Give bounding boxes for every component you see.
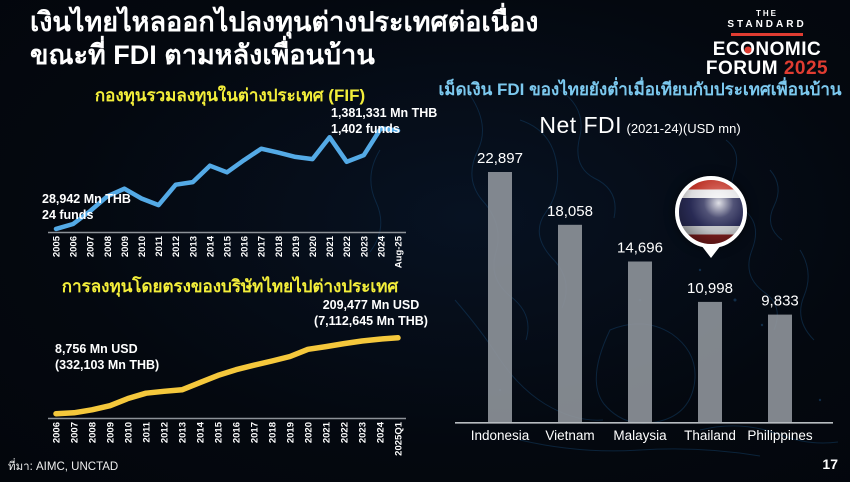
- outward-di-tick-label: 2020: [304, 422, 315, 443]
- outward-di-series-line: [53, 335, 401, 417]
- outward-di-tick-label: 2017: [250, 422, 261, 443]
- outward-di-line-chart-svg: 2006 2007 2008 2009 2010 2011 2012 2013 2014 2015…: [48, 335, 406, 456]
- outward-di-chart-title: การลงทุนโดยตรงของบริษัทไทยไปต่างประเทศ: [61, 277, 399, 296]
- fif-tick-label: 2007: [86, 236, 97, 257]
- fif-tick-label: 2013: [188, 236, 199, 257]
- bar-category-label: Vietnam: [545, 428, 594, 443]
- bar-vietnam: [558, 224, 582, 422]
- outward-di-tick-label: 2014: [196, 421, 207, 443]
- slide-title-line1: เงินไทยไหลออกไปลงทุนต่างประเทศต่อเนื่อง: [30, 7, 539, 37]
- outward-di-tick-label: 2022: [340, 422, 351, 443]
- outward-di-tick-label: 2016: [232, 422, 243, 443]
- bar-indonesia: [488, 172, 512, 422]
- logo-forum-year: FORUM 2025: [705, 58, 829, 79]
- fif-tick-label: 2021: [325, 235, 336, 257]
- outward-di-tick-label: 2010: [124, 422, 135, 443]
- bar-value-label: 10,998: [687, 280, 733, 297]
- outward-di-tick-label: 2019: [286, 422, 297, 443]
- fif-series-line: [53, 126, 401, 232]
- bar-malaysia: [628, 261, 652, 422]
- fif-chart-title: กองทุนรวมลงทุนในต่างประเทศ (FIF): [94, 86, 366, 105]
- logo-red-rule: [731, 33, 803, 36]
- fif-tick-label: 2008: [103, 236, 114, 257]
- logo-economic: ECONOMIC: [712, 39, 822, 60]
- bar-value-label: 18,058: [547, 203, 593, 220]
- fif-tick-label: 2016: [240, 236, 251, 257]
- bar-category-label: Philippines: [747, 428, 813, 443]
- thailand-flag-pin: [675, 176, 747, 268]
- fif-line-chart-svg: 2005 2006 2007 2008 2009 2010 2011 2012 2013 2014…: [48, 126, 406, 268]
- bar-value-label: 14,696: [617, 240, 663, 257]
- page-number: 17: [822, 456, 838, 472]
- bar-category-label: Thailand: [684, 428, 736, 443]
- logo-year: 2025: [783, 58, 829, 79]
- thailand-flag-icon: [675, 176, 747, 248]
- outward-di-tick-label: 2008: [88, 422, 99, 443]
- outward-di-tick-label: 2011: [142, 421, 153, 442]
- bar-value-label: 9,833: [761, 293, 799, 310]
- bar-value-label: 22,897: [477, 150, 523, 167]
- outward-di-tick-label: 2024: [376, 421, 387, 443]
- logo-standard: STANDARD: [727, 19, 807, 30]
- slide-title-line2: ขณะที่ FDI ตามหลังเพื่อนบ้าน: [30, 39, 375, 70]
- fif-chart: 2005 2006 2007 2008 2009 2010 2011 2012 2013 2014…: [42, 100, 437, 268]
- fif-tick-label: 2012: [171, 236, 182, 257]
- net-fdi-chart-title: เม็ดเงิน FDI ของไทยยังต่ำเมื่อเทียบกับปร…: [438, 80, 842, 99]
- fif-tick-label: 2011: [154, 235, 165, 256]
- economic-forum-logo: THE STANDARD ECONOMIC FORUM 2025: [702, 9, 832, 79]
- fif-tick-label: 2015: [223, 235, 234, 257]
- fif-tick-label: 2018: [274, 236, 285, 257]
- fif-tick-label: 2017: [257, 236, 268, 257]
- net-fdi-subtitle-detail: (2021-24)(USD mn): [626, 121, 741, 136]
- outward-di-tick-label: 2007: [70, 422, 81, 443]
- outward-di-chart: 2006 2007 2008 2009 2010 2011 2012 2013 2014 2015…: [42, 296, 428, 462]
- outward-di-tick-label: 2015: [214, 421, 225, 443]
- outward-di-tick-label: 2023: [358, 422, 369, 443]
- bar-category-label: Malaysia: [613, 428, 667, 443]
- outward-di-tick-label: 2025Q1: [394, 421, 405, 456]
- fif-tick-label: 2006: [69, 236, 80, 257]
- outward-di-tick-label: 2021: [322, 421, 333, 443]
- fif-tick-label: 2019: [291, 236, 302, 257]
- bar-category-label: Indonesia: [471, 428, 530, 443]
- fif-tick-label: 2010: [137, 236, 148, 257]
- logo-the: THE: [756, 9, 778, 18]
- flag-pin-pointer-icon: [701, 245, 721, 258]
- odi-end-annotation: 209,477 Mn USD (7,112,645 Mn THB): [314, 298, 428, 328]
- fif-tick-label: 2022: [342, 236, 353, 257]
- odi-start-annotation: 8,756 Mn USD (332,103 Mn THB): [55, 342, 160, 372]
- fif-tick-label: 2023: [359, 236, 370, 257]
- outward-di-tick-label: 2012: [160, 422, 171, 443]
- fif-end-annotation: 1,381,331 Mn THB 1,402 funds: [331, 106, 438, 136]
- fif-tick-label: 2009: [120, 236, 131, 257]
- bar-philippines: [768, 314, 792, 422]
- fif-tick-label: 2024: [376, 235, 387, 257]
- logo-o-red-dot: [744, 46, 752, 54]
- net-fdi-subtitle: Net FDI (2021-24)(USD mn): [440, 112, 840, 139]
- fif-tick-label: 2005: [52, 235, 63, 257]
- slide-title: เงินไทยไหลออกไปลงทุนต่างประเทศต่อเนื่อง …: [30, 6, 539, 72]
- outward-di-tick-label: 2006: [52, 422, 63, 443]
- source-text: ที่มา: AIMC, UNCTAD: [8, 461, 119, 473]
- outward-di-tick-label: 2013: [178, 422, 189, 443]
- net-fdi-bar-chart-svg: 22,897 Indonesia 18,058 Vietnam 14,696 Malays…: [455, 150, 833, 443]
- fif-tick-label: 2020: [308, 236, 319, 257]
- fif-start-annotation: 28,942 Mn THB 24 funds: [42, 192, 131, 222]
- net-fdi-subtitle-main: Net FDI: [539, 112, 623, 138]
- outward-di-tick-label: 2009: [106, 422, 117, 443]
- net-fdi-chart: 22,897 Indonesia 18,058 Vietnam 14,696 Malays…: [445, 140, 840, 450]
- bar-thailand: [698, 301, 722, 422]
- fif-tick-label: Aug-25: [394, 235, 405, 268]
- fif-tick-label: 2014: [205, 235, 216, 257]
- outward-di-tick-label: 2018: [268, 422, 279, 443]
